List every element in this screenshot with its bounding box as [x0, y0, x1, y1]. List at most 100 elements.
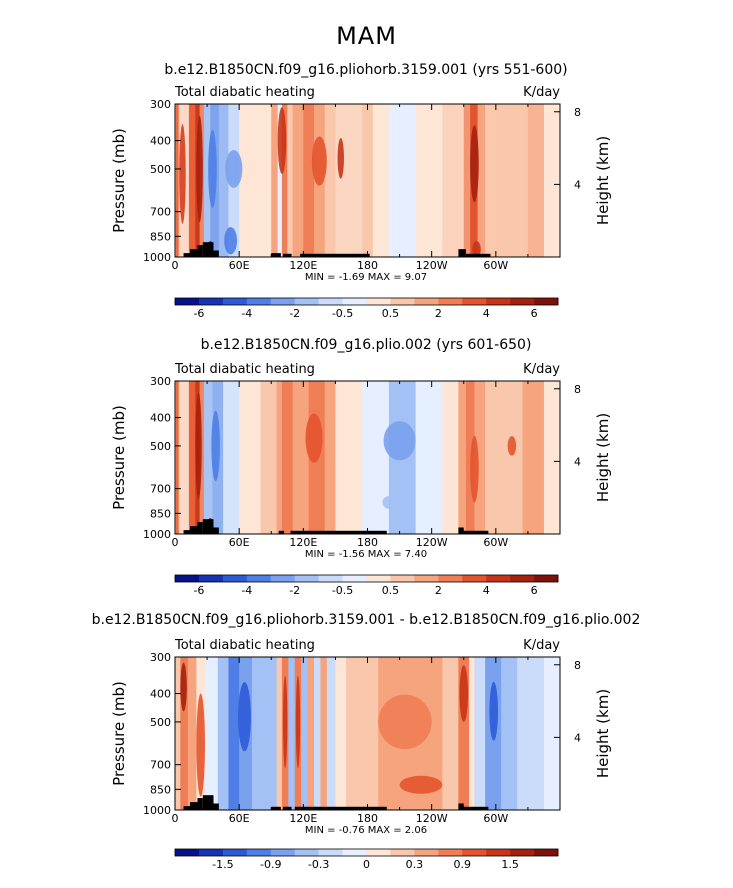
- contour-band: [474, 657, 486, 810]
- colorbar-swatch: [270, 298, 295, 305]
- colorbar-swatch: [510, 575, 535, 582]
- colorbar-label: 0.9: [454, 858, 472, 871]
- colorbar-swatch: [438, 849, 463, 856]
- y-tick-label: 500: [150, 716, 171, 729]
- colorbar-swatch: [462, 849, 487, 856]
- contour-band: [292, 104, 304, 257]
- y-tick-label: 1000: [143, 528, 171, 541]
- contour-band: [281, 381, 294, 534]
- colorbar-swatch: [510, 298, 535, 305]
- colorbar-swatch: [175, 298, 200, 305]
- panel-subtitle: b.e12.B1850CN.f09_g16.pliohorb.3159.001 …: [92, 612, 641, 628]
- colorbar-frame: [174, 848, 559, 857]
- x-tick-label: 180: [357, 259, 378, 272]
- contour-band: [281, 104, 288, 257]
- right-label: K/day: [523, 638, 560, 653]
- panel-2: b.e12.B1850CN.f09_g16.plio.002 (yrs 601-…: [110, 337, 612, 597]
- y-tick-label: 700: [150, 206, 171, 219]
- contour-band: [320, 657, 328, 810]
- contour-band: [288, 657, 296, 810]
- contour-band: [442, 104, 465, 257]
- y-tick-label: 400: [150, 412, 171, 425]
- colorbar-swatch: [534, 849, 559, 856]
- contour-band: [303, 104, 315, 257]
- contour-band: [187, 657, 197, 810]
- colorbar-label: 6: [531, 307, 538, 320]
- x-tick-label: 60E: [229, 259, 250, 272]
- colorbar-label: 6: [531, 584, 538, 597]
- contour-blob: [489, 681, 498, 741]
- contour-band: [203, 381, 213, 534]
- terrain-block: [202, 519, 214, 534]
- x-tick-label: 0: [172, 536, 179, 549]
- contour-band: [175, 657, 181, 810]
- terrain-block: [213, 803, 219, 810]
- colorbar-label: -0.9: [260, 858, 281, 871]
- contour-band: [527, 104, 545, 257]
- contour-blob: [459, 665, 469, 722]
- contour-band: [474, 381, 486, 534]
- terrain-block: [290, 530, 387, 534]
- contour-band: [223, 381, 240, 534]
- contour-blob: [211, 410, 220, 482]
- y-tick-label: 300: [150, 375, 171, 388]
- terrain-block: [189, 249, 201, 257]
- contour-band: [346, 657, 379, 810]
- x-tick-label: 180: [357, 536, 378, 549]
- colorbar-swatch: [486, 298, 511, 305]
- colorbar-label: -0.3: [308, 858, 329, 871]
- contour-blob: [195, 392, 202, 500]
- contour-band: [176, 104, 179, 257]
- right-label: K/day: [523, 85, 560, 100]
- terrain-block: [202, 242, 214, 257]
- left-label: Total diabatic heating: [174, 362, 315, 377]
- terrain-block: [197, 522, 203, 534]
- contour-blob: [399, 775, 443, 794]
- contour-blob: [470, 125, 479, 203]
- terrain-block: [202, 795, 214, 810]
- height-tick-label: 8: [574, 659, 581, 672]
- contour-band: [335, 657, 347, 810]
- figure-title: MAM: [336, 22, 397, 50]
- contour-band: [271, 104, 279, 257]
- height-axis-label: Height (km): [594, 136, 612, 225]
- colorbar-label: 4: [483, 584, 490, 597]
- colorbar-label: -6: [193, 584, 204, 597]
- min-max-stats: MIN = -1.56 MAX = 7.40: [305, 549, 427, 560]
- contour-band: [324, 381, 336, 534]
- x-tick-label: 60E: [229, 812, 250, 825]
- contour-band: [477, 104, 486, 257]
- colorbar-label: -0.5: [332, 584, 353, 597]
- contour-blob: [295, 675, 301, 769]
- x-tick-label: 60W: [483, 536, 508, 549]
- colorbar-swatch: [390, 849, 415, 856]
- terrain-block: [458, 803, 464, 810]
- contour-band: [335, 104, 363, 257]
- y-axis-label: Pressure (mb): [110, 681, 128, 786]
- contour-band: [314, 657, 321, 810]
- plot-area: [175, 104, 560, 257]
- colorbar-swatch: [175, 575, 200, 582]
- colorbar-swatch: [438, 575, 463, 582]
- panel-1: b.e12.B1850CN.f09_g16.pliohorb.3159.001 …: [110, 62, 612, 320]
- terrain-block: [278, 530, 285, 534]
- contour-band: [485, 104, 497, 257]
- contour-band: [178, 104, 180, 257]
- colorbar-swatch: [294, 849, 319, 856]
- colorbar-swatch: [414, 849, 439, 856]
- contour-blob: [180, 662, 187, 712]
- colorbar-label: -0.5: [332, 307, 353, 320]
- contour-band: [176, 381, 179, 534]
- colorbar-label: 4: [483, 307, 490, 320]
- x-tick-label: 60W: [483, 812, 508, 825]
- contour-band: [543, 381, 560, 534]
- colorbar-swatch: [270, 575, 295, 582]
- contour-band: [307, 657, 315, 810]
- contour-band: [543, 657, 560, 810]
- colorbar-label: -4: [241, 584, 252, 597]
- terrain-block: [463, 530, 489, 534]
- contour-blob: [179, 124, 186, 224]
- x-tick-label: 120W: [416, 536, 448, 549]
- contour-blob: [383, 421, 416, 461]
